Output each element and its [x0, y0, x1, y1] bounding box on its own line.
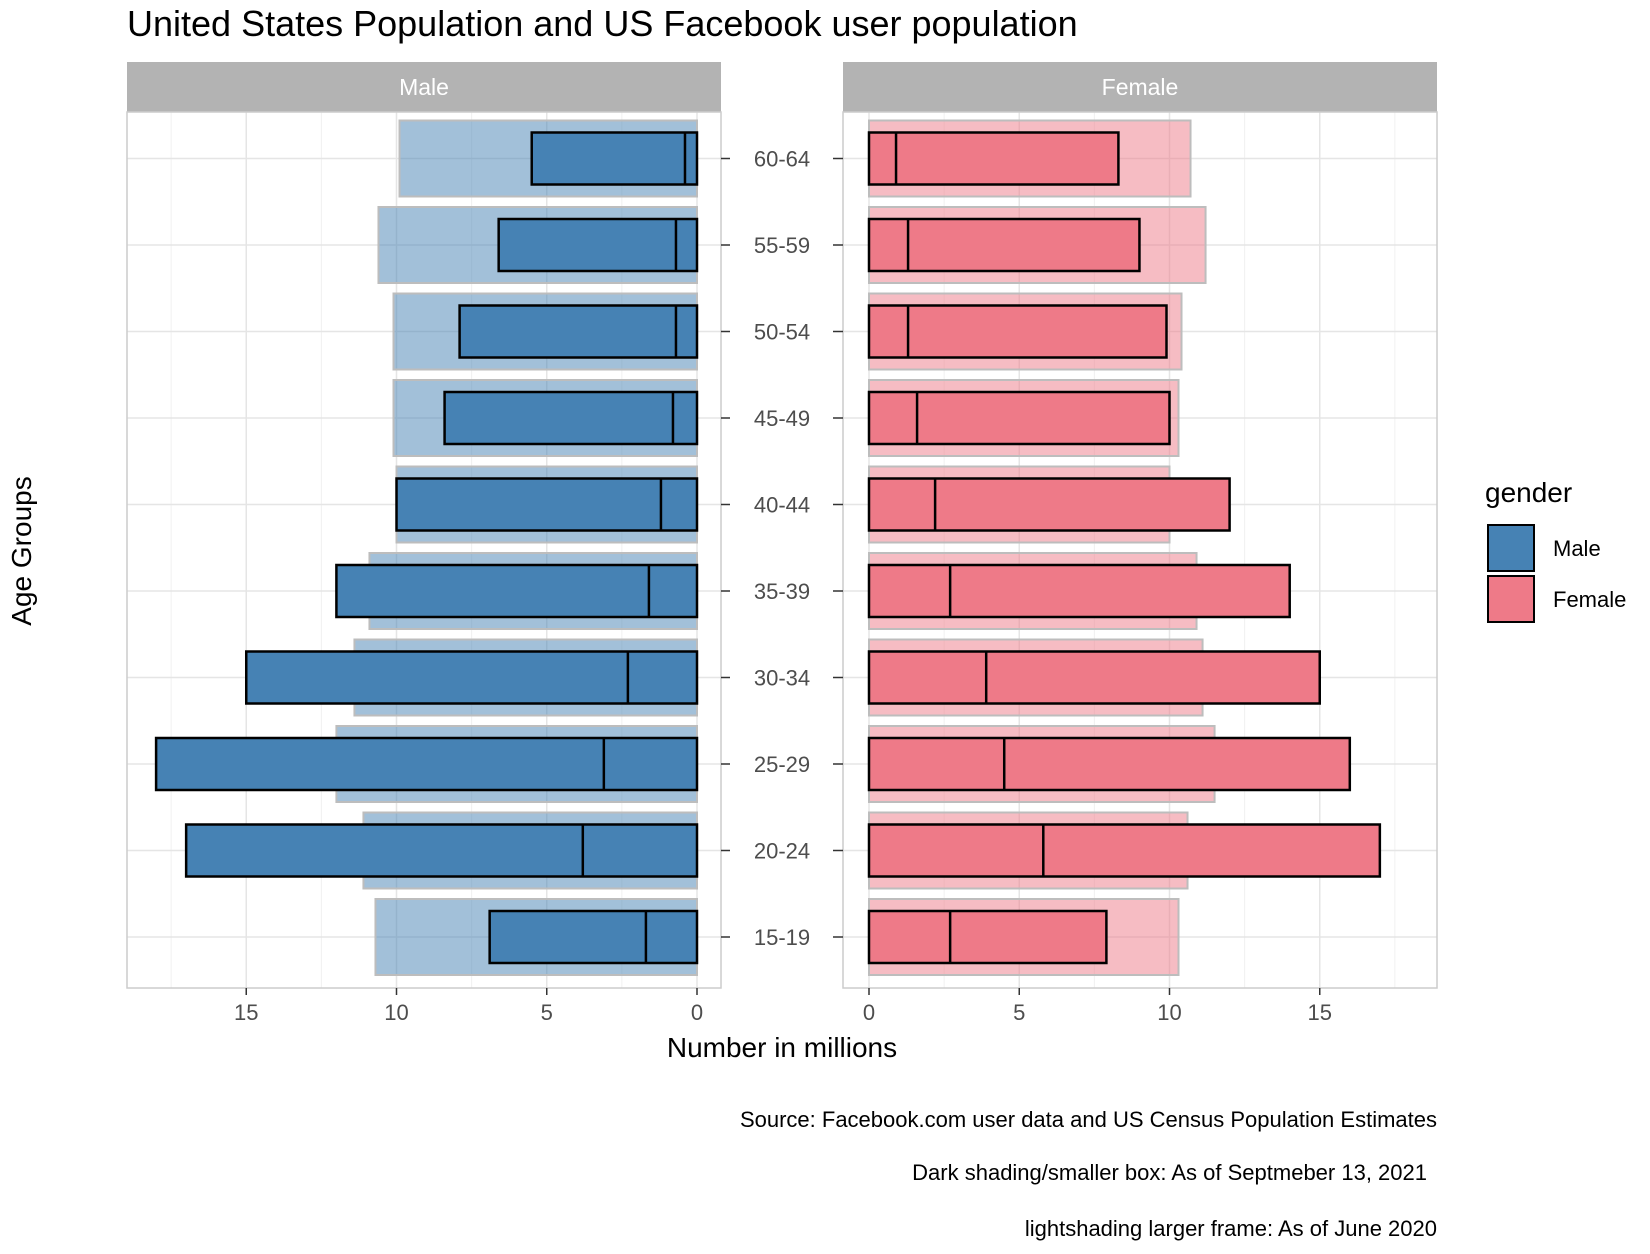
- facet-strip-label-male: Male: [399, 74, 449, 100]
- x-tick-label: 5: [1013, 1000, 1025, 1025]
- age-group-label-30-34: 30-34: [754, 666, 810, 691]
- caption-light-shading: lightshading larger frame: As of June 20…: [1025, 1216, 1437, 1241]
- x-tick-label: 5: [541, 1000, 553, 1025]
- bar-dark-male-15-19: [488, 909, 699, 965]
- panel-border: [126, 111, 722, 989]
- age-group-label-35-39: 35-39: [754, 579, 810, 604]
- chart-title: United States Population and US Facebook…: [127, 3, 1078, 44]
- x-tick-label: 10: [1157, 1000, 1181, 1025]
- bar-dark-female-60-64: [867, 131, 1120, 186]
- x-tick-label: 15: [1308, 1000, 1332, 1025]
- legend-title: gender: [1485, 477, 1572, 508]
- bar-dark-male-40-44: [395, 477, 699, 532]
- bar-dark-male-30-34: [245, 650, 699, 705]
- age-group-label-60-64: 60-64: [754, 147, 810, 172]
- age-group-label-45-49: 45-49: [754, 406, 810, 431]
- age-group-label-40-44: 40-44: [754, 493, 810, 518]
- bar-dark-female-55-59: [867, 217, 1141, 273]
- panel-border: [842, 111, 1438, 989]
- age-group-label-25-29: 25-29: [754, 752, 810, 777]
- legend-key-female: [1487, 575, 1535, 623]
- panel-female: Female 0 5 10 15: [842, 62, 1438, 1025]
- bar-dark-female-45-49: [867, 390, 1171, 446]
- x-tick-label: 0: [691, 1000, 703, 1025]
- bar-dark-female-25-29: [867, 736, 1352, 792]
- x-tick-label: 10: [384, 1000, 408, 1025]
- facet-strip-male: [127, 62, 721, 112]
- legend-label-female: Female: [1553, 587, 1626, 612]
- bar-dark-female-35-39: [867, 563, 1291, 619]
- legend-key-male: [1487, 524, 1535, 572]
- x-axis-title: Number in millions: [667, 1032, 897, 1063]
- captions: Source: Facebook.com user data and US Ce…: [740, 1107, 1437, 1241]
- bar-dark-male-25-29: [154, 736, 699, 792]
- facet-strip-label-female: Female: [1102, 74, 1179, 100]
- bar-dark-male-20-24: [184, 823, 699, 878]
- caption-source: Source: Facebook.com user data and US Ce…: [740, 1107, 1437, 1132]
- bar-dark-female-30-34: [867, 650, 1321, 705]
- bar-dark-female-50-54: [867, 304, 1168, 359]
- x-tick-label: 15: [234, 1000, 258, 1025]
- legend: gender Male Female: [1485, 477, 1626, 623]
- bar-dark-male-45-49: [443, 390, 699, 446]
- bar-dark-male-35-39: [335, 563, 699, 619]
- age-group-label-20-24: 20-24: [754, 839, 810, 864]
- facet-panels: Male 0 5 10 15 Female 0 5 10 15: [126, 62, 1438, 1025]
- x-tick-label: 0: [863, 1000, 875, 1025]
- age-group-label-15-19: 15-19: [754, 925, 810, 950]
- facet-strip-female: [843, 62, 1437, 112]
- legend-label-male: Male: [1553, 536, 1601, 561]
- bar-dark-male-55-59: [497, 217, 699, 273]
- bar-dark-male-60-64: [530, 131, 699, 186]
- bar-dark-male-50-54: [458, 304, 699, 359]
- panel-male: Male 0 5 10 15: [126, 62, 722, 1025]
- age-group-label-55-59: 55-59: [754, 233, 810, 258]
- caption-dark-shading: Dark shading/smaller box: As of Septmebe…: [912, 1160, 1427, 1185]
- bar-dark-female-15-19: [867, 909, 1108, 965]
- age-group-label-50-54: 50-54: [754, 320, 810, 345]
- bar-dark-female-20-24: [867, 823, 1382, 878]
- bar-dark-female-40-44: [867, 477, 1231, 532]
- age-group-tick-labels: 15-19 20-24 25-29 30-34 35-39 40-44 45-49 50-54…: [721, 147, 843, 950]
- y-axis-title: Age Groups: [6, 476, 37, 625]
